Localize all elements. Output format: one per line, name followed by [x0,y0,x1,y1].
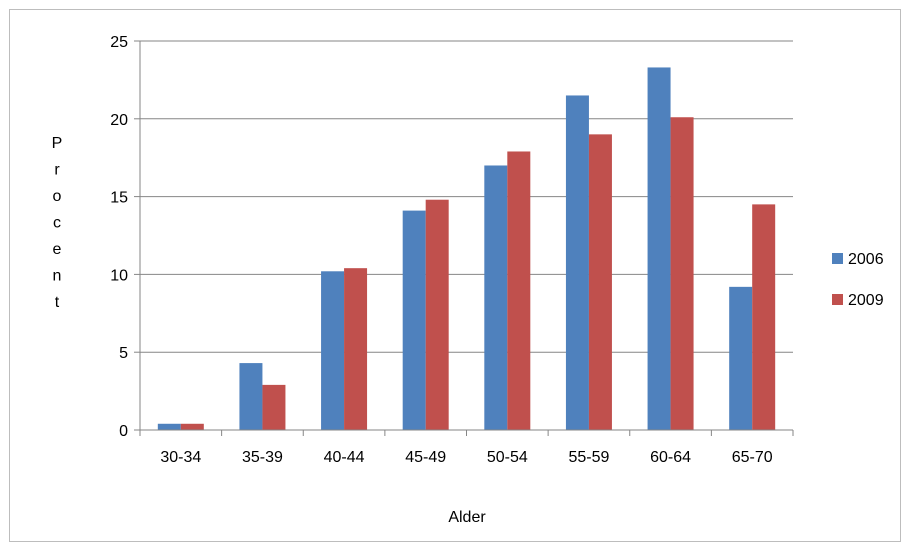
bar-2009-30-34 [180,423,204,430]
x-axis-title: Alder [448,509,486,526]
y-tick-label: 5 [119,345,128,362]
y-axis-title-letter: e [53,241,62,258]
bar-2006-30-34 [157,423,181,430]
x-tick-label: 60-64 [650,449,691,466]
axes [134,40,794,436]
x-tick-label: 55-59 [568,449,609,466]
x-tick-label: 30-34 [160,449,201,466]
y-tick-label: 15 [110,190,128,207]
x-tick-label: 35-39 [242,449,283,466]
y-axis-title-letter: n [53,268,62,285]
bar-2006-50-54 [484,165,508,431]
y-tick-label: 10 [110,267,128,284]
bar-2009-35-39 [262,384,286,430]
y-axis-title-letter: c [53,215,61,232]
bar-2006-55-59 [565,95,589,431]
y-axis-title-letter: r [54,162,60,179]
x-tick-labels: 30-34 35-39 40-44 45-49 50-54 55-59 60-64 65-70 [160,449,772,466]
x-tick-label: 65-70 [732,449,773,466]
bar-2006-60-64 [647,67,671,431]
bar-2009-65-70 [752,204,776,430]
bar-2006-45-49 [402,210,426,430]
legend-swatch-2009 [832,294,843,305]
y-tick-label: 25 [110,34,128,51]
x-tick-label: 50-54 [487,449,528,466]
bar-2006-35-39 [239,363,263,430]
legend-label-2009: 2009 [848,292,884,309]
y-axis-title-letter: t [55,294,60,311]
y-axis-title-letter: P [52,135,63,152]
y-tick-labels: 0 5 10 15 20 25 [110,34,128,440]
x-tick-label: 45-49 [405,449,446,466]
bar-2006-40-44 [321,271,345,430]
legend: 2006 2009 [832,251,884,309]
bar-2009-40-44 [344,268,368,430]
bar-2009-55-59 [588,134,612,431]
bar-2006-65-70 [729,286,753,430]
grid-lines [140,40,793,353]
legend-swatch-2006 [832,253,843,264]
bar-2009-45-49 [425,199,449,430]
bar-2009-50-54 [507,151,531,430]
y-tick-label: 20 [110,112,128,129]
x-tick-label: 40-44 [324,449,365,466]
y-tick-label: 0 [119,423,128,440]
bar-2009-60-64 [670,117,694,430]
legend-label-2006: 2006 [848,251,884,268]
y-axis-title-letter: o [53,188,62,205]
bars [157,67,776,431]
